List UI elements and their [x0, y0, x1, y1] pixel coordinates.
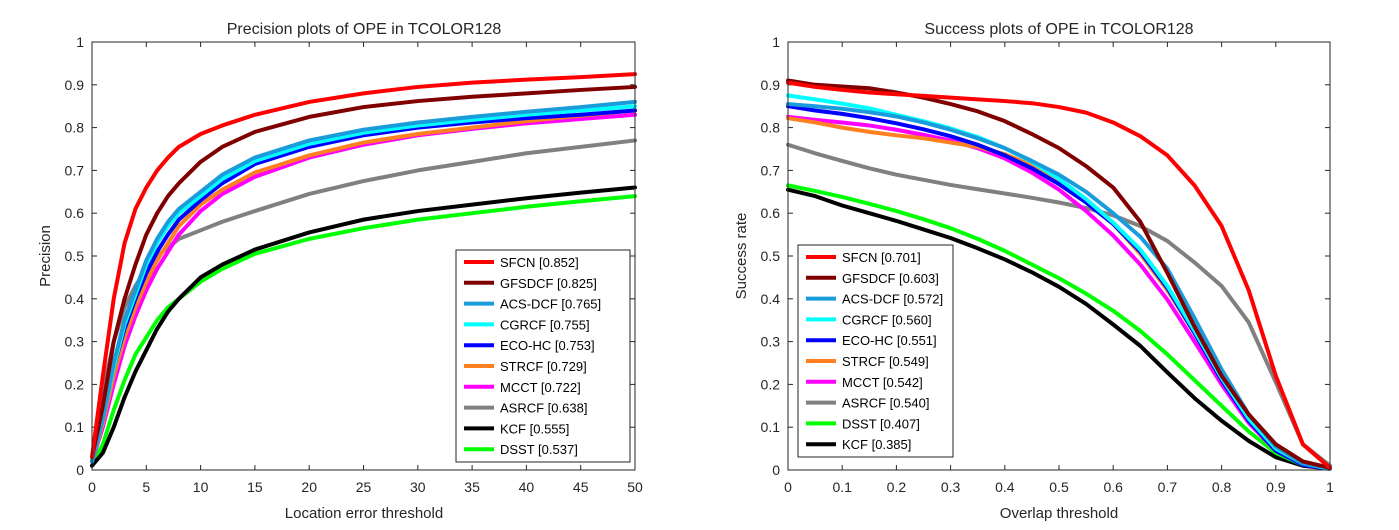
precision-ytick-label: 0.1	[65, 419, 85, 435]
precision-legend-entry-8: KCF [0.555]	[500, 421, 569, 436]
success-ytick-label: 0.1	[761, 419, 781, 435]
precision-legend-entry-3: CGRCF [0.755]	[500, 317, 590, 332]
success-series-line-7	[786, 142, 1332, 468]
success-xtick-label: 0.8	[1212, 479, 1232, 495]
success-series-line-9	[786, 187, 1332, 471]
precision-ytick-label: 0.8	[65, 120, 85, 136]
precision-series-line-0	[90, 72, 637, 460]
success-xtick-label: 0	[784, 479, 792, 495]
precision-legend-entry-0: SFCN [0.852]	[500, 255, 579, 270]
success-xtick-label: 0.7	[1158, 479, 1178, 495]
precision-xtick-label: 5	[142, 479, 150, 495]
success-xtick-label: 0.2	[887, 479, 907, 495]
success-series-line-1	[786, 78, 1332, 470]
precision-series-line-2	[90, 99, 637, 464]
precision-plot-ticks: 0 5 10 15 20 25 30 35 40 45 50 0 0.1 0.2 0.3 0.4 0.5 0.6 0…	[65, 34, 643, 495]
precision-ytick-label: 0.3	[65, 334, 85, 350]
success-plot-lines	[786, 78, 1332, 471]
success-series-line-0	[786, 80, 1332, 470]
precision-plot-xlabel: Location error threshold	[285, 505, 443, 522]
success-xtick-label: 1	[1326, 479, 1334, 495]
precision-ytick-label: 1	[76, 34, 84, 50]
precision-legend-entry-1: GFSDCF [0.825]	[500, 276, 597, 291]
precision-plot-lines	[90, 72, 637, 468]
precision-xtick-label: 50	[627, 479, 643, 495]
success-ytick-label: 0	[772, 462, 780, 478]
precision-ytick-label: 0.9	[65, 77, 85, 93]
precision-series-line-7	[90, 138, 637, 460]
success-xtick-label: 0.1	[832, 479, 852, 495]
precision-ytick-label: 0	[76, 462, 84, 478]
precision-ytick-label: 0.4	[65, 291, 85, 307]
precision-xtick-label: 20	[301, 479, 317, 495]
precision-xtick-label: 25	[356, 479, 372, 495]
precision-plot: Precision plots of OPE in TCOLOR128 0 5 10…	[37, 21, 643, 522]
success-legend-entry-2: ACS-DCF [0.572]	[842, 292, 943, 307]
success-plot-legend: SFCN [0.701] GFSDCF [0.603] ACS-DCF [0.572…	[797, 244, 954, 458]
success-ytick-label: 0.6	[761, 205, 781, 221]
success-plot-title: Success plots of OPE in TCOLOR128	[924, 21, 1193, 38]
success-legend-entry-7: ASRCF [0.540]	[842, 396, 929, 411]
precision-ytick-label: 0.5	[65, 248, 85, 264]
precision-series-line-9	[90, 194, 637, 468]
precision-series-line-1	[90, 84, 637, 460]
success-ytick-label: 0.8	[761, 120, 781, 136]
precision-plot-legend: SFCN [0.852] GFSDCF [0.825] ACS-DCF [0.765…	[455, 249, 631, 463]
success-series-line-3	[786, 93, 1332, 471]
success-legend-entry-8: DSST [0.407]	[842, 416, 920, 431]
precision-xtick-label: 30	[410, 479, 426, 495]
precision-series-line-5	[90, 108, 637, 464]
success-legend-entry-9: KCF [0.385]	[842, 437, 911, 452]
success-xtick-label: 0.6	[1103, 479, 1123, 495]
success-ytick-label: 0.3	[761, 334, 781, 350]
success-xtick-label: 0.4	[995, 479, 1015, 495]
success-legend-entry-4: ECO-HC [0.551]	[842, 333, 937, 348]
success-legend-entry-6: MCCT [0.542]	[842, 375, 923, 390]
success-ytick-label: 0.4	[761, 291, 781, 307]
precision-legend-entry-2: ACS-DCF [0.765]	[500, 297, 601, 312]
precision-legend-entry-6: MCCT [0.722]	[500, 380, 581, 395]
success-ytick-label: 0.2	[761, 376, 781, 392]
success-xtick-label: 0.9	[1266, 479, 1286, 495]
precision-xtick-label: 35	[464, 479, 480, 495]
success-legend-entry-3: CGRCF [0.560]	[842, 312, 932, 327]
precision-ytick-label: 0.2	[65, 376, 85, 392]
precision-plot-title: Precision plots of OPE in TCOLOR128	[227, 21, 502, 38]
precision-legend-entry-9: DSST [0.537]	[500, 442, 578, 457]
success-ytick-label: 0.9	[761, 77, 781, 93]
precision-xtick-label: 45	[573, 479, 589, 495]
success-legend-entry-5: STRCF [0.549]	[842, 354, 929, 369]
success-legend-entry-0: SFCN [0.701]	[842, 250, 921, 265]
precision-xtick-label: 0	[88, 479, 96, 495]
success-plot-ylabel: Success rate	[733, 213, 750, 300]
precision-ytick-label: 0.7	[65, 162, 85, 178]
precision-legend-box	[455, 249, 631, 463]
precision-plot-ylabel: Precision	[37, 225, 54, 287]
precision-plot-axes-box	[91, 41, 636, 471]
precision-ytick-label: 0.6	[65, 205, 85, 221]
precision-xtick-label: 40	[519, 479, 535, 495]
precision-series-line-8	[90, 185, 637, 468]
success-ytick-label: 0.5	[761, 248, 781, 264]
success-plot-ticks: 0 0.1 0.2 0.3 0.4 0.5 0.6 0.7 0.8 0.9 1 0 0.1 0.2 0.3 0…	[761, 34, 1335, 495]
success-ytick-label: 0.7	[761, 162, 781, 178]
success-plot: Success plots of OPE in TCOLOR128 0 0.1 0.…	[733, 21, 1334, 522]
precision-xtick-label: 10	[193, 479, 209, 495]
success-xtick-label: 0.5	[1049, 479, 1069, 495]
success-plot-xlabel: Overlap threshold	[1000, 505, 1118, 522]
precision-xtick-label: 15	[247, 479, 263, 495]
precision-legend-entry-7: ASRCF [0.638]	[500, 401, 587, 416]
success-ytick-label: 1	[772, 34, 780, 50]
precision-legend-entry-5: STRCF [0.729]	[500, 359, 587, 374]
success-legend-entry-1: GFSDCF [0.603]	[842, 271, 939, 286]
precision-legend-entry-4: ECO-HC [0.753]	[500, 338, 595, 353]
success-plot-axes-box	[787, 41, 1331, 471]
success-series-line-8	[786, 183, 1332, 471]
success-xtick-label: 0.3	[941, 479, 961, 495]
